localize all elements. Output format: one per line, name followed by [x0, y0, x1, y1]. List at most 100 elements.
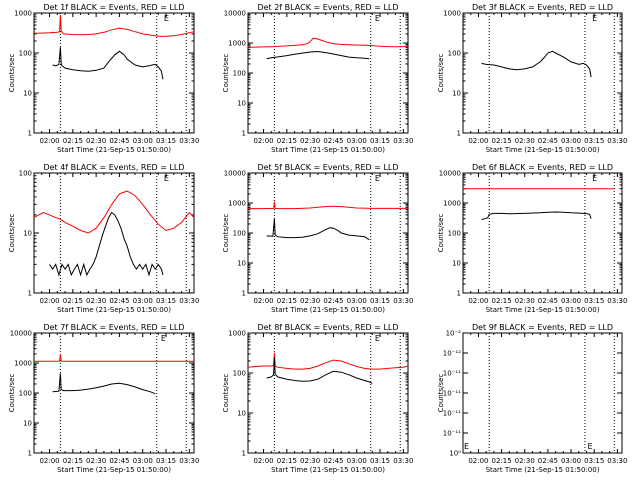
panel-det-8: Det 8f BLACK = Events, RED = LLD Counts/s… — [222, 323, 413, 474]
y-tick-label: 10 — [452, 260, 461, 268]
series-line-black — [481, 50, 592, 78]
x-tick-label: 02:15 — [491, 457, 511, 465]
x-tick-label: 03:15 — [156, 457, 176, 465]
x-tick-label: 02:15 — [63, 457, 83, 465]
series-line-black — [49, 211, 164, 277]
series-line-red — [33, 14, 195, 37]
y-axis-label: Counts/sec — [8, 54, 16, 93]
x-axis-label: Start Time (21-Sep-15 01:50:00) — [57, 466, 171, 474]
y-tick-label: 100 — [19, 50, 32, 58]
x-tick-label: 03:30 — [393, 137, 413, 145]
y-tick-label: 10⁰ — [449, 450, 461, 458]
x-tick-label: 02:00 — [468, 457, 488, 465]
x-axis-label: Start Time (21-Sep-15 01:50:00) — [57, 146, 171, 154]
x-axis-label: Start Time (21-Sep-15 01:50:00) — [271, 466, 385, 474]
plot-title: Det 3f BLACK = Events, RED = LLD — [472, 3, 613, 12]
x-tick-label: 02:30 — [515, 457, 535, 465]
y-axis-label: Counts/sec — [8, 374, 16, 413]
x-tick-label: 02:45 — [323, 457, 343, 465]
x-tick-label: 02:30 — [515, 297, 535, 305]
panel-det-6: Det 6f BLACK = Events, RED = LLD Counts/s… — [437, 163, 627, 314]
plot-title: Det 8f BLACK = Events, RED = LLD — [257, 323, 398, 332]
x-tick-label: 02:15 — [277, 457, 297, 465]
x-tick-label: 03:30 — [607, 457, 627, 465]
y-tick-label: 1 — [457, 130, 461, 138]
x-tick-label: 02:15 — [277, 137, 297, 145]
x-tick-label: 02:30 — [300, 297, 320, 305]
e-marker: E — [592, 174, 597, 183]
x-tick-label: 02:45 — [538, 457, 558, 465]
y-tick-label: 10⁻¹² — [443, 350, 461, 358]
plot-frame — [247, 12, 409, 134]
x-axis-label: Start Time (21-Sep-15 01:50:00) — [271, 306, 385, 314]
x-tick-label: 02:00 — [468, 297, 488, 305]
y-tick-label: 10⁻¹¹ — [443, 410, 461, 418]
y-tick-label: 10⁻¹¹ — [443, 429, 461, 437]
x-tick-label: 03:15 — [370, 297, 390, 305]
y-tick-label: 1 — [28, 290, 32, 298]
x-tick-label: 02:45 — [538, 137, 558, 145]
y-tick-label: 1 — [457, 290, 461, 298]
x-tick-label: 02:00 — [39, 457, 59, 465]
plot-frame — [247, 332, 409, 454]
y-tick-label: 100 — [19, 390, 32, 398]
y-tick-label: 1 — [242, 130, 246, 138]
x-tick-label: 03:15 — [156, 137, 176, 145]
y-tick-label: 1 — [242, 450, 246, 458]
x-tick-label: 03:15 — [584, 297, 604, 305]
x-axis-label: Start Time (21-Sep-15 01:50:00) — [486, 466, 600, 474]
plot-title: Det 6f BLACK = Events, RED = LLD — [472, 163, 613, 172]
e-marker: E — [164, 174, 169, 183]
y-tick-label: 10⁻¹¹ — [443, 390, 461, 398]
panel-det-5: Det 5f BLACK = Events, RED = LLD Counts/s… — [222, 163, 413, 314]
e-marker: E — [375, 174, 380, 183]
y-tick-label: 1000 — [443, 200, 461, 208]
y-tick-label: 1000 — [14, 10, 32, 18]
y-tick-label: 10⁻² — [446, 330, 462, 338]
e-marker: E — [375, 14, 380, 23]
series-line-black — [266, 357, 373, 384]
y-axis-label: Counts/sec — [437, 214, 445, 253]
x-tick-label: 03:15 — [156, 297, 176, 305]
panel-det-1: Det 1f BLACK = Events, RED = LLD Counts/s… — [8, 3, 199, 154]
x-tick-label: 02:15 — [63, 297, 83, 305]
x-tick-label: 03:00 — [133, 137, 153, 145]
y-tick-label: 10000 — [224, 10, 246, 18]
x-tick-label: 02:45 — [323, 297, 343, 305]
y-tick-label: 10 — [237, 260, 246, 268]
series-line-black — [52, 47, 164, 80]
plot-frame — [33, 172, 195, 294]
x-tick-label: 02:15 — [277, 297, 297, 305]
x-tick-label: 03:30 — [393, 297, 413, 305]
series-line-red — [247, 352, 409, 370]
x-tick-label: 03:00 — [561, 297, 581, 305]
series-line-red — [34, 354, 194, 362]
x-tick-label: 03:00 — [347, 137, 367, 145]
x-tick-label: 03:30 — [393, 457, 413, 465]
x-tick-label: 03:00 — [133, 297, 153, 305]
x-tick-label: 03:00 — [347, 297, 367, 305]
panel-det-4: Det 4f BLACK = Events, RED = LLD Counts/s… — [8, 163, 199, 314]
y-tick-label: 1000 — [14, 360, 32, 368]
x-axis-label: Start Time (21-Sep-15 01:50:00) — [486, 306, 600, 314]
series-line-black — [266, 218, 370, 241]
plot-frame — [33, 12, 195, 134]
x-tick-label: 03:15 — [584, 137, 604, 145]
y-tick-label: 100 — [448, 230, 461, 238]
series-line-black — [481, 211, 592, 221]
x-tick-label: 02:00 — [39, 137, 59, 145]
y-tick-label: 1 — [28, 450, 32, 458]
plot-frame — [462, 332, 623, 454]
plot-title: Det 9f BLACK = Events, RED = LLD — [472, 323, 613, 332]
x-tick-label: 02:45 — [323, 137, 343, 145]
plot-title: Det 5f BLACK = Events, RED = LLD — [257, 163, 398, 172]
e-marker: E — [161, 334, 166, 343]
plot-frame — [462, 172, 623, 294]
e-marker: E — [587, 442, 592, 451]
series-line-red — [247, 37, 409, 48]
y-tick-label: 100 — [233, 70, 246, 78]
y-tick-label: 100 — [19, 170, 32, 178]
x-tick-label: 02:30 — [515, 137, 535, 145]
y-tick-label: 10 — [452, 90, 461, 98]
